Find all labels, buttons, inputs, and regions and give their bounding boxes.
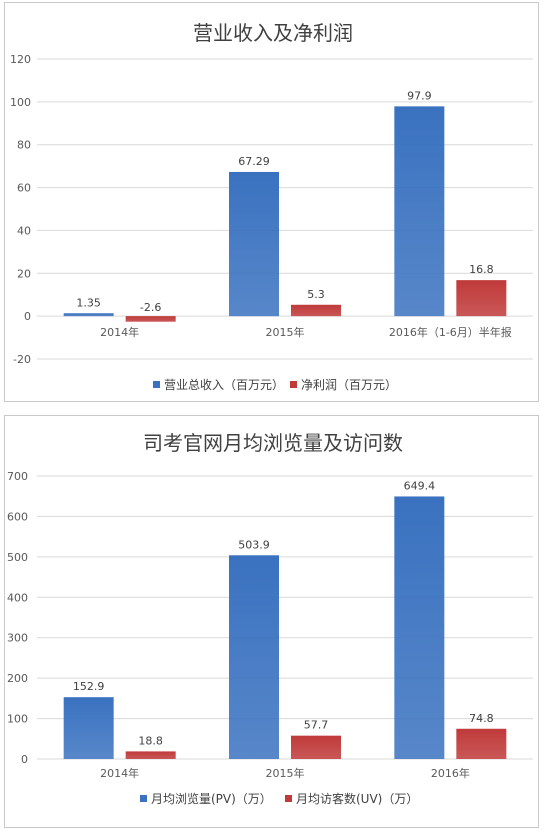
data-label: 57.7 [304,719,329,732]
data-label: 16.8 [469,263,494,276]
category-label: 2014年 [100,325,139,339]
chart-panel-pv-uv: 司考官网月均浏览量及访问数 0 100 200 300 400 500 600 700 152.9… [4,415,539,828]
bar [394,496,445,759]
y-tick-label: 700 [7,470,28,483]
legend-swatch [153,381,160,388]
y-tick-label: 0 [24,310,31,323]
category-label: 2016年 [431,766,470,780]
bar [291,304,341,317]
bar [229,555,279,759]
category-label: 2015年 [266,325,305,339]
y-tick-label: 100 [7,713,28,726]
data-label: 74.8 [469,712,494,725]
chart-title: 营业收入及净利润 [193,21,353,45]
y-tick-label: 80 [17,139,31,152]
category-label: 2016年（1-6月）半年报 [389,325,512,339]
chart-title: 司考官网月均浏览量及访问数 [143,431,403,455]
data-label: 5.3 [307,288,325,301]
bar [456,728,507,759]
bar [63,697,114,759]
y-tick-label: 400 [7,591,28,604]
y-tick-label: 600 [7,510,28,523]
bar [63,313,114,317]
y-tick-label: 500 [7,551,28,564]
bar [291,735,341,759]
legend-label: 净利润（百万元） [301,378,397,392]
y-tick-label: 200 [7,672,28,685]
y-tick-label: 60 [17,182,31,195]
y-tick-label: 120 [10,53,31,66]
bar [125,316,176,322]
chart-pv-uv: 司考官网月均浏览量及访问数 0 100 200 300 400 500 600 700 152.9… [7,431,533,806]
y-tick-label: 0 [21,753,28,766]
data-label: 649.4 [404,479,436,492]
bar [394,106,445,317]
category-label: 2014年 [100,766,139,780]
y-tick-label: 20 [17,267,31,280]
data-label: 503.9 [238,538,270,551]
data-label: 1.35 [76,296,101,309]
legend-label: 营业总收入（百万元） [164,378,284,392]
chart-panel-revenue-profit: 营业收入及净利润 -20 0 20 40 60 80 100 120 1.35 -2.6 2014年 6… [4,2,539,402]
bar [125,751,176,759]
y-tick-label: -20 [13,353,31,366]
data-label: 152.9 [73,680,105,693]
y-tick-label: 100 [10,96,31,109]
data-label: -2.6 [140,301,161,314]
legend-swatch [285,795,292,802]
legend-swatch [290,381,297,388]
legend-label: 月均访客数(UV)（万） [296,791,418,806]
legend-label: 月均浏览量(PV)（万） [151,791,272,806]
category-label: 2015年 [266,766,305,780]
data-label: 18.8 [138,734,163,747]
data-label: 67.29 [238,155,270,168]
y-tick-label: 40 [17,224,31,237]
data-label: 97.9 [407,89,432,102]
bar [229,171,279,317]
legend-swatch [140,795,147,802]
bar [456,280,507,317]
y-tick-label: 300 [7,632,28,645]
